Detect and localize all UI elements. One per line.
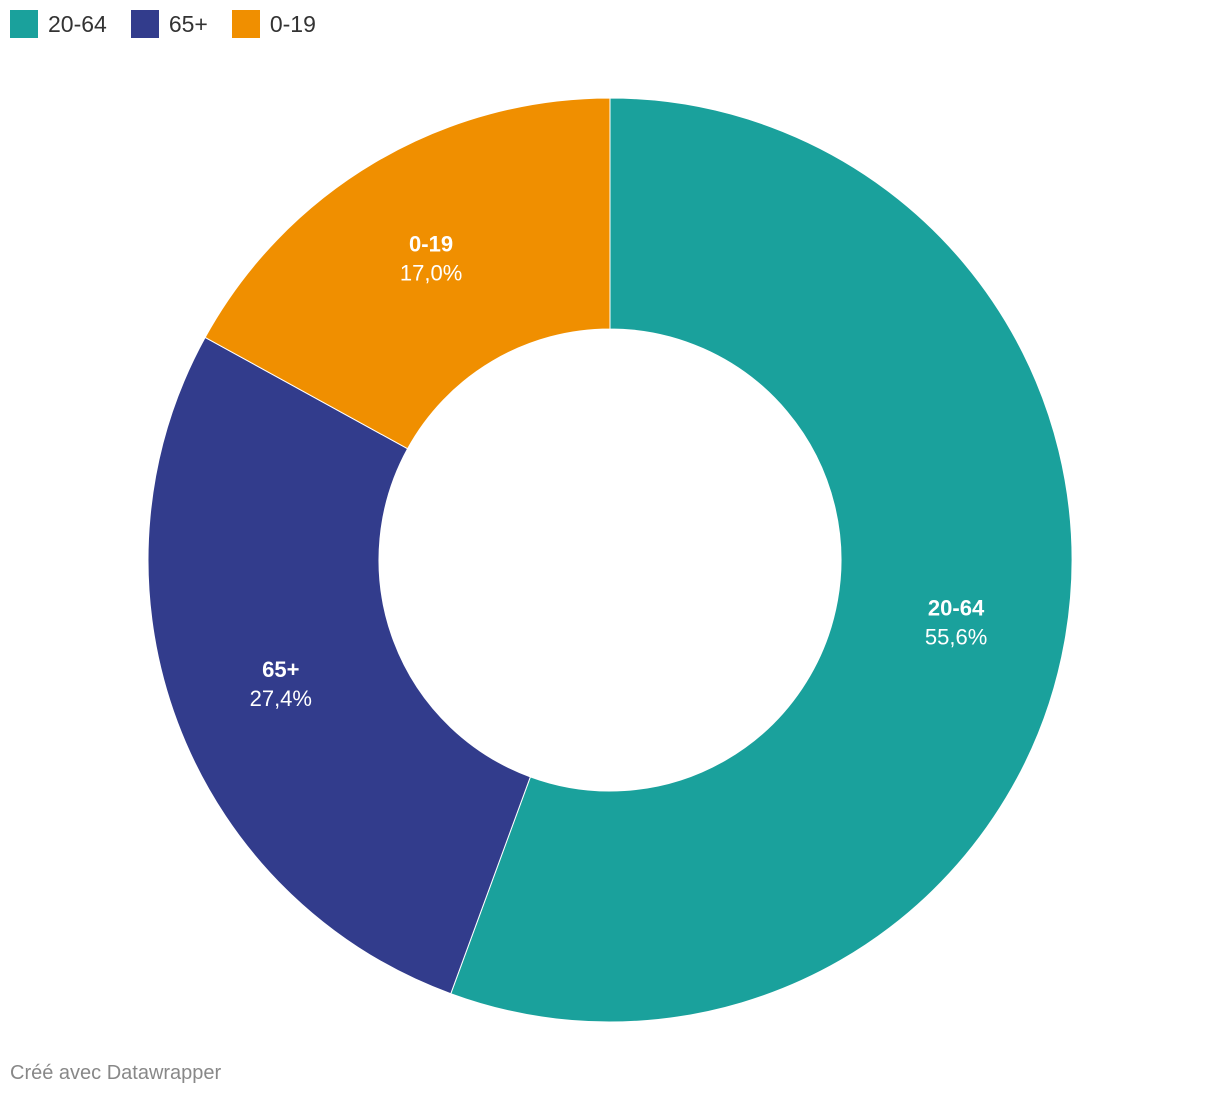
- legend-swatch-20-64: [10, 10, 38, 38]
- donut-slices: [147, 97, 1073, 1023]
- slice-label-value-20-64: 55,6%: [925, 625, 987, 650]
- legend-item-20-64: 20-64: [10, 10, 107, 38]
- legend-item-0-19: 0-19: [231, 10, 316, 38]
- slice-label-name-65plus: 65+: [262, 657, 299, 682]
- legend-swatch-65plus: [130, 10, 159, 38]
- slice-label-name-20-64: 20-64: [928, 596, 985, 621]
- donut-slice-0-19: [204, 97, 611, 450]
- chart-legend: 20-64 65+ 0-19: [10, 8, 316, 40]
- slice-label-value-0-19: 17,0%: [400, 260, 462, 285]
- slice-label-name-0-19: 0-19: [409, 231, 453, 256]
- donut-labels: 20-64 55,6% 65+ 27,4% 0-19 17,0%: [250, 231, 988, 711]
- legend-label-0-19: 0-19: [269, 10, 316, 37]
- donut-slice-65plus: [147, 336, 532, 995]
- legend-item-65plus: 65+: [130, 10, 208, 38]
- donut-slice-20-64: [450, 97, 1073, 1023]
- legend-label-20-64: 20-64: [48, 10, 107, 37]
- chart-credit: Créé avec Datawrapper: [10, 1062, 222, 1084]
- legend-label-65plus: 65+: [168, 10, 208, 37]
- legend-swatch-0-19: [231, 10, 260, 38]
- slice-label-value-65plus: 27,4%: [250, 686, 312, 711]
